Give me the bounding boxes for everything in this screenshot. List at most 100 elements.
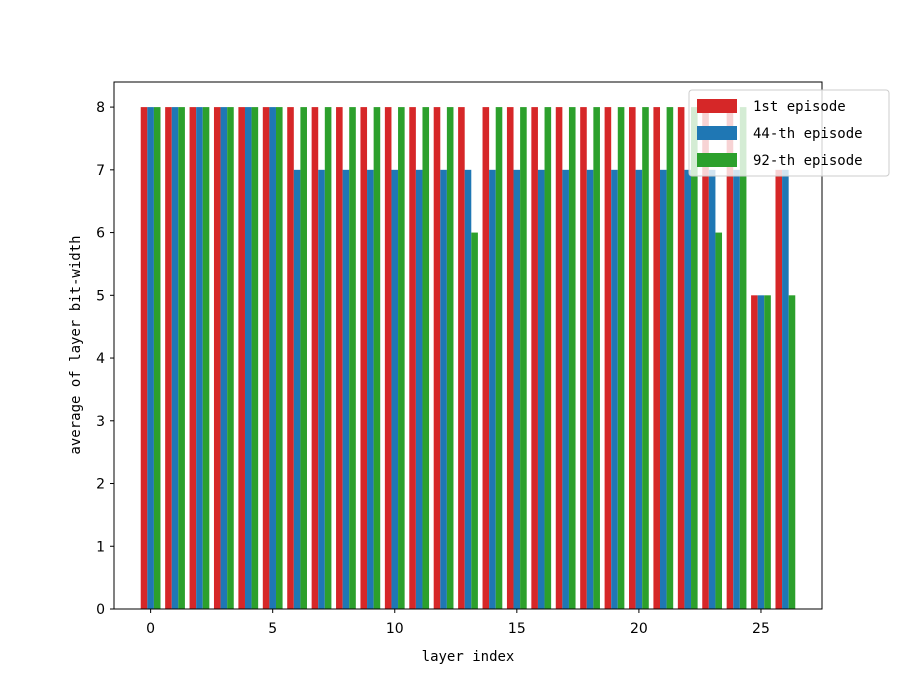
bar-series-3-layer-15 <box>520 107 527 609</box>
legend-label: 44-th episode <box>753 126 863 142</box>
bar-series-2-layer-17 <box>562 169 569 609</box>
bar-series-2-layer-19 <box>611 169 618 609</box>
bar-series-1-layer-10 <box>384 107 392 609</box>
bar-series-2-layer-7 <box>318 169 325 609</box>
bar-series-1-layer-19 <box>604 107 612 609</box>
y-tick-label: 1 <box>96 539 105 555</box>
bar-series-1-layer-5 <box>262 107 270 609</box>
bar-series-1-layer-14 <box>482 107 490 609</box>
bar-series-1-layer-25 <box>751 295 758 609</box>
bar-series-1-layer-4 <box>238 107 245 609</box>
x-tick-label: 20 <box>630 621 648 637</box>
y-tick-label: 0 <box>96 602 105 618</box>
bar-series-1-layer-18 <box>580 107 587 609</box>
x-tick-label: 0 <box>146 621 155 637</box>
y-tick-label: 8 <box>96 100 105 116</box>
bar-series-2-layer-18 <box>586 169 594 609</box>
y-tick-label: 3 <box>96 414 105 430</box>
bar-series-1-layer-8 <box>336 107 343 609</box>
bar-series-3-layer-18 <box>593 107 600 609</box>
bar-series-3-layer-24 <box>739 107 747 609</box>
bars-group <box>140 107 796 609</box>
bar-series-1-layer-20 <box>629 107 636 609</box>
bar-series-1-layer-16 <box>531 107 538 609</box>
bar-series-3-layer-20 <box>642 107 649 609</box>
bar-series-1-layer-17 <box>555 107 563 609</box>
bar-series-2-layer-12 <box>440 169 447 609</box>
bar-series-2-layer-1 <box>171 107 179 609</box>
bar-series-1-layer-3 <box>213 107 221 609</box>
bar-series-2-layer-6 <box>293 169 301 609</box>
bar-series-1-layer-21 <box>653 107 661 609</box>
bar-series-3-layer-26 <box>788 295 796 609</box>
bar-series-3-layer-19 <box>617 107 625 609</box>
bar-series-3-layer-6 <box>300 107 307 609</box>
bar-series-2-layer-26 <box>782 169 789 609</box>
bar-series-1-layer-22 <box>677 107 685 609</box>
legend-label: 1st episode <box>753 99 846 115</box>
bar-series-2-layer-16 <box>537 169 545 609</box>
bar-series-2-layer-22 <box>684 169 692 609</box>
bar-series-2-layer-0 <box>147 107 154 609</box>
y-tick-label: 6 <box>96 226 105 242</box>
bar-series-2-layer-9 <box>367 169 374 609</box>
bar-series-3-layer-10 <box>398 107 405 609</box>
bar-series-3-layer-11 <box>422 107 430 609</box>
x-tick-label: 5 <box>268 621 277 637</box>
bar-series-3-layer-3 <box>227 107 234 609</box>
x-axis-label: layer index <box>422 649 515 665</box>
bar-series-1-layer-7 <box>311 107 319 609</box>
bar-series-3-layer-2 <box>202 107 210 609</box>
bar-series-3-layer-17 <box>568 107 576 609</box>
bar-series-1-layer-12 <box>433 107 441 609</box>
bar-series-2-layer-11 <box>415 169 423 609</box>
bar-series-3-layer-8 <box>349 107 356 609</box>
bar-series-1-layer-15 <box>506 107 514 609</box>
bar-series-3-layer-21 <box>666 107 674 609</box>
bar-series-2-layer-20 <box>635 169 643 609</box>
y-axis-label: average of layer bit-width <box>68 235 84 454</box>
bar-series-3-layer-1 <box>178 107 185 609</box>
bar-series-2-layer-8 <box>342 169 350 609</box>
legend-label: 92-th episode <box>753 153 863 169</box>
bar-series-1-layer-1 <box>165 107 172 609</box>
bar-series-1-layer-6 <box>287 107 294 609</box>
bar-series-2-layer-23 <box>708 169 716 609</box>
bar-series-3-layer-23 <box>715 232 723 609</box>
x-axis: 0 5 10 15 20 25 <box>146 609 770 637</box>
bar-series-2-layer-3 <box>220 107 228 609</box>
bar-series-1-layer-24 <box>726 107 734 609</box>
bar-series-2-layer-15 <box>513 169 521 609</box>
bar-series-3-layer-14 <box>495 107 503 609</box>
bar-series-3-layer-12 <box>446 107 454 609</box>
x-tick-label: 10 <box>386 621 404 637</box>
bar-series-2-layer-21 <box>660 169 667 609</box>
bar-series-3-layer-16 <box>544 107 552 609</box>
bar-series-1-layer-13 <box>458 107 465 609</box>
legend-swatch <box>697 126 737 140</box>
bar-series-3-layer-5 <box>275 107 283 609</box>
bar-series-3-layer-22 <box>691 107 698 609</box>
bar-series-1-layer-0 <box>140 107 148 609</box>
bar-series-1-layer-9 <box>360 107 368 609</box>
x-tick-label: 25 <box>752 621 770 637</box>
bar-series-3-layer-9 <box>373 107 381 609</box>
bar-series-1-layer-11 <box>409 107 416 609</box>
bar-series-1-layer-23 <box>702 107 709 609</box>
legend-swatch <box>697 99 737 113</box>
bar-series-3-layer-0 <box>153 107 161 609</box>
bar-series-1-layer-2 <box>189 107 197 609</box>
legend: 1st episode 44-th episode 92-th episode <box>688 89 890 177</box>
bar-series-3-layer-4 <box>251 107 259 609</box>
bar-series-2-layer-2 <box>196 107 203 609</box>
legend-box <box>688 89 890 177</box>
bar-series-2-layer-13 <box>464 169 472 609</box>
y-tick-label: 5 <box>96 288 105 304</box>
y-tick-label: 4 <box>96 351 105 367</box>
bar-series-3-layer-7 <box>324 107 332 609</box>
legend-swatch <box>697 153 737 167</box>
y-tick-label: 7 <box>96 163 105 179</box>
bar-series-3-layer-13 <box>471 232 478 609</box>
bar-series-1-layer-26 <box>775 169 783 609</box>
